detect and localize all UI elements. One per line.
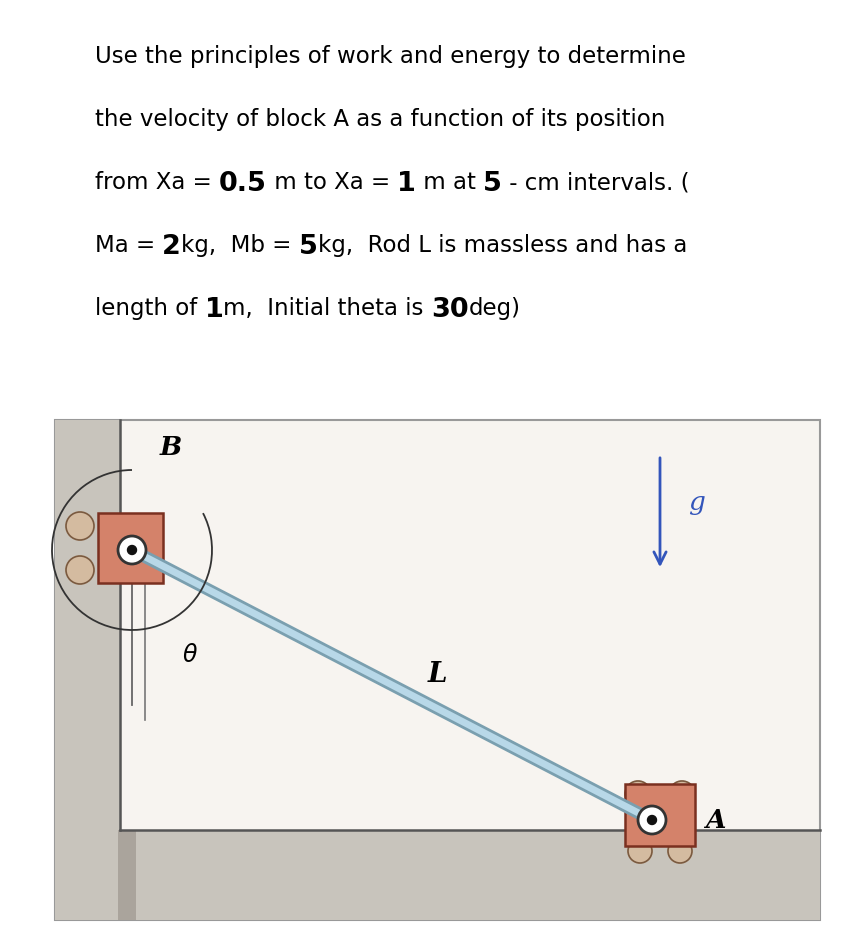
Text: 5: 5 xyxy=(483,171,502,197)
Text: length of: length of xyxy=(95,297,205,320)
Bar xyxy=(118,830,136,920)
Text: 5: 5 xyxy=(299,234,318,260)
Text: L: L xyxy=(428,661,447,688)
Text: deg): deg) xyxy=(468,297,521,320)
Text: 0.5: 0.5 xyxy=(219,171,267,197)
Text: $\theta$: $\theta$ xyxy=(182,643,198,667)
Text: m at: m at xyxy=(416,171,483,194)
Circle shape xyxy=(638,806,666,834)
Circle shape xyxy=(647,815,657,825)
Text: kg,  Rod L is massless and has a: kg, Rod L is massless and has a xyxy=(318,234,687,257)
Text: from Xa =: from Xa = xyxy=(95,171,219,194)
Text: B: B xyxy=(160,435,182,460)
Text: m,  Initial theta is: m, Initial theta is xyxy=(224,297,431,320)
Circle shape xyxy=(669,781,695,807)
Text: A: A xyxy=(705,808,726,832)
Bar xyxy=(625,784,695,846)
Text: Ma =: Ma = xyxy=(95,234,162,257)
Text: - cm intervals. (: - cm intervals. ( xyxy=(502,171,689,194)
Circle shape xyxy=(625,781,651,807)
Text: 30: 30 xyxy=(431,297,468,323)
Text: 1: 1 xyxy=(205,297,224,323)
Text: m to Xa =: m to Xa = xyxy=(267,171,397,194)
Bar xyxy=(98,513,163,583)
Circle shape xyxy=(628,839,652,863)
Circle shape xyxy=(66,512,94,540)
Bar xyxy=(55,420,820,920)
Text: 1: 1 xyxy=(397,171,416,197)
Text: kg,  Mb =: kg, Mb = xyxy=(181,234,299,257)
Circle shape xyxy=(66,556,94,584)
Text: g: g xyxy=(688,490,705,515)
Circle shape xyxy=(118,536,146,564)
Text: 2: 2 xyxy=(162,234,181,260)
Text: Use the principles of work and energy to determine: Use the principles of work and energy to… xyxy=(95,45,686,68)
Circle shape xyxy=(128,545,137,554)
Bar xyxy=(120,830,820,920)
Text: the velocity of block A as a function of its position: the velocity of block A as a function of… xyxy=(95,108,665,131)
Circle shape xyxy=(668,839,692,863)
Bar xyxy=(55,420,120,920)
